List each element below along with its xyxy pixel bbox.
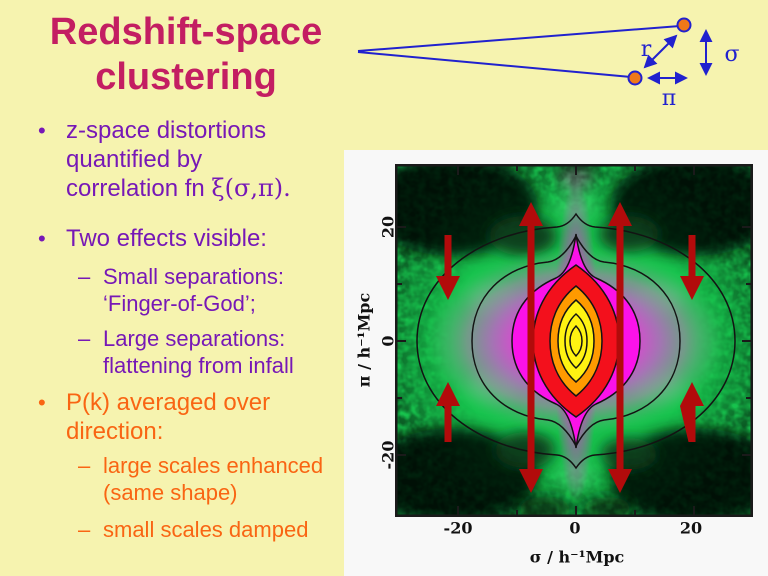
geometry-diagram: r π σ	[357, 17, 740, 111]
fog-arrow-left	[519, 202, 543, 493]
galaxy-dot-lower	[627, 70, 643, 86]
sightline-lower	[357, 51, 632, 78]
peak-yellow-lens	[557, 299, 595, 383]
bullet-line: P(k) averaged over	[66, 389, 271, 416]
y-tick-neg20: -20	[378, 440, 398, 470]
math-xi-sigma-pi: ξ(σ,π).	[211, 174, 291, 202]
x-axis-label: σ / h⁻¹Mpc	[529, 547, 625, 567]
plot-frame	[395, 164, 753, 517]
r-arrow	[643, 34, 678, 69]
velocity-arrows	[436, 202, 704, 493]
bullet-line: direction:	[66, 418, 164, 445]
bullet-line: (same shape)	[103, 480, 238, 505]
y-tick-0: 0	[378, 335, 398, 347]
dash-marker: –	[78, 264, 91, 289]
bullet-marker: •	[38, 390, 46, 415]
y-tick-20: 20	[378, 215, 398, 239]
slide-title: Redshift-space clustering	[8, 10, 364, 100]
x-tick-20: 20	[679, 518, 703, 538]
infall-arrow-bottom-right	[680, 382, 704, 442]
title-line-2: clustering	[95, 56, 277, 98]
bullet-line: Large separations:	[103, 326, 286, 351]
dash-marker: –	[78, 453, 91, 478]
dash-marker: –	[78, 517, 91, 542]
dash-marker: –	[78, 326, 91, 351]
outer-contours	[416, 212, 736, 470]
bullet-line: Two effects visible:	[66, 225, 267, 252]
title-line-1: Redshift-space	[49, 11, 323, 53]
figure-panel: 20 0 -20 π / h⁻¹Mpc -20 0 20 σ / h⁻¹Mpc	[344, 150, 768, 576]
bullet-line: small scales damped	[103, 517, 309, 542]
x-tick-0: 0	[569, 518, 581, 538]
bullet-line: quantified by	[66, 146, 203, 173]
bullet-marker: •	[38, 226, 46, 251]
infall-arrow-bottom-left	[436, 382, 460, 442]
bullet-marker: •	[38, 118, 46, 143]
infall-arrow-top-right	[680, 235, 704, 300]
bullet-line: flattening from infall	[103, 353, 294, 378]
bullet-line: ‘Finger-of-God’;	[103, 291, 256, 316]
x-tick-neg20: -20	[443, 518, 473, 538]
galaxy-dot-upper	[676, 17, 692, 33]
inner-contours	[564, 312, 588, 370]
y-axis-label: π / h⁻¹Mpc	[354, 292, 374, 388]
infall-arrow-top-left	[436, 235, 460, 300]
pi-label: π	[662, 86, 676, 111]
bullet-line: z-space distortions	[66, 117, 267, 144]
bullet-line: large scales enhanced	[103, 453, 324, 478]
xi-plot	[395, 164, 753, 517]
sigma-label: σ	[724, 42, 739, 67]
bullet-line: correlation fn ξ(σ,π).	[66, 174, 291, 202]
fog-arrow-right	[608, 202, 632, 493]
axis-ticks	[397, 166, 751, 515]
sightline-upper	[357, 25, 681, 52]
bullet-line: Small separations:	[103, 264, 284, 289]
r-label: r	[641, 37, 652, 62]
